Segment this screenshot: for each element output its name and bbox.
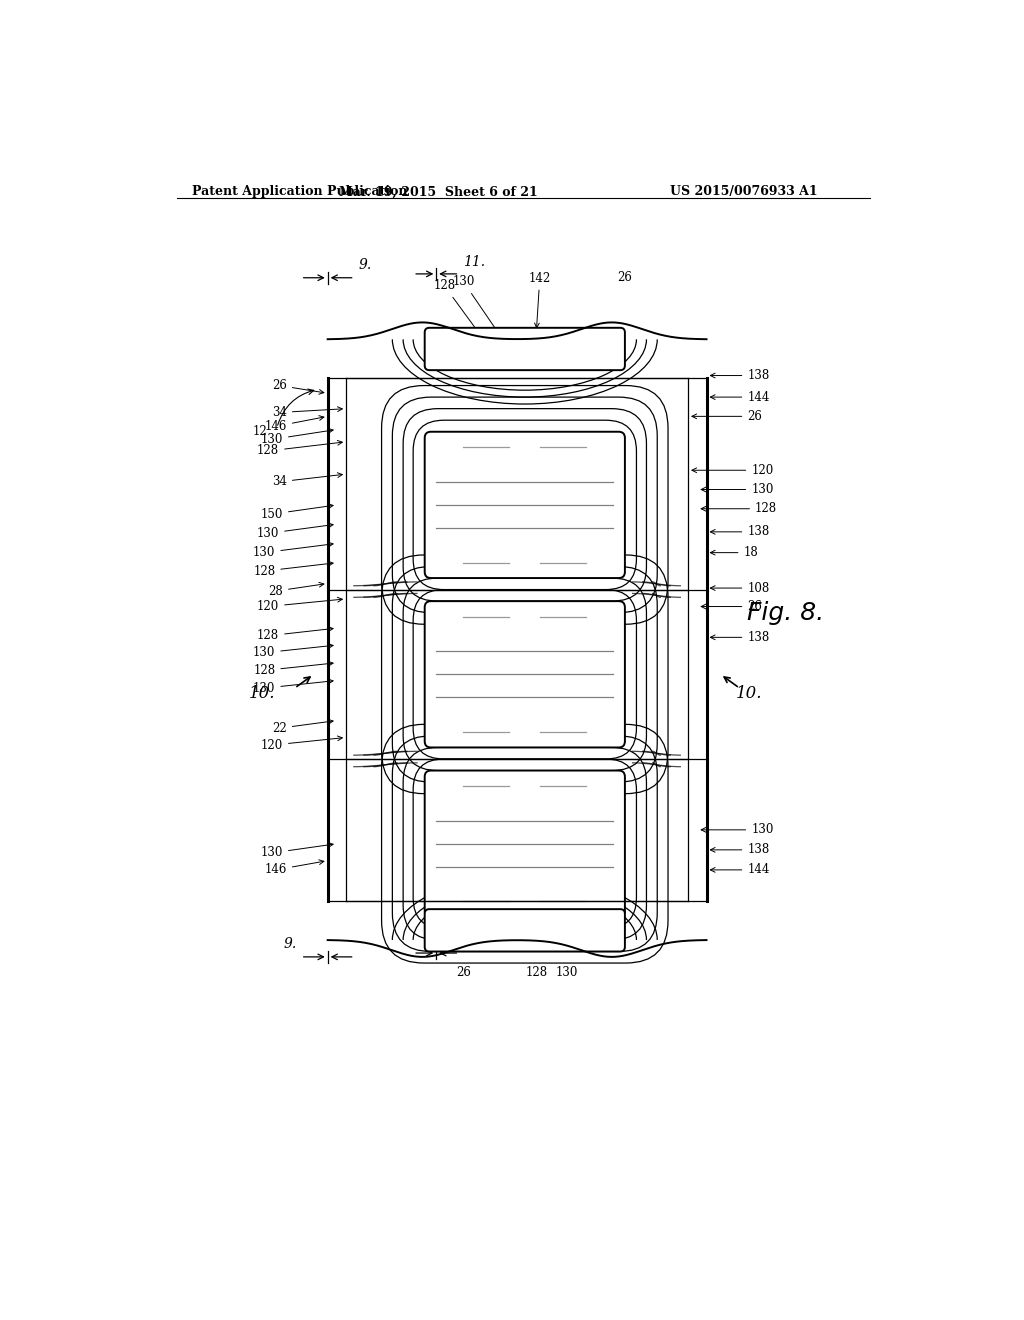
Text: 26: 26 [617, 271, 632, 284]
Text: 144: 144 [711, 863, 770, 876]
Text: Patent Application Publication: Patent Application Publication [193, 185, 408, 198]
Text: 138: 138 [711, 631, 770, 644]
Text: 152: 152 [510, 647, 532, 677]
FancyBboxPatch shape [425, 327, 625, 370]
Text: 130: 130 [257, 523, 333, 540]
Text: 156: 156 [449, 626, 471, 659]
Text: 130: 130 [253, 644, 333, 659]
Text: 128: 128 [257, 441, 342, 458]
Text: 128: 128 [253, 561, 333, 578]
Text: 128: 128 [433, 280, 480, 335]
Text: 34: 34 [271, 473, 342, 488]
Text: 154: 154 [490, 469, 513, 498]
Text: 128: 128 [253, 661, 333, 677]
Text: 150: 150 [261, 504, 333, 520]
Text: 12: 12 [253, 425, 267, 438]
Text: 146: 146 [264, 416, 324, 433]
Text: 138: 138 [711, 370, 770, 381]
Text: 130: 130 [467, 638, 489, 667]
FancyBboxPatch shape [425, 909, 625, 952]
FancyBboxPatch shape [425, 601, 625, 747]
Text: 130: 130 [556, 966, 579, 979]
Text: 9.: 9. [358, 257, 372, 272]
Text: 138: 138 [711, 843, 770, 857]
Text: 130: 130 [261, 429, 333, 446]
Text: 26: 26 [456, 966, 471, 979]
Text: 11.: 11. [463, 935, 485, 949]
Text: 128: 128 [701, 502, 777, 515]
Text: 130: 130 [453, 276, 500, 334]
Text: 10.: 10. [249, 685, 274, 702]
Text: 26: 26 [701, 601, 762, 612]
Text: 11.: 11. [463, 255, 485, 268]
Text: 130: 130 [253, 678, 333, 694]
Text: 128: 128 [510, 807, 532, 836]
Text: 10.: 10. [736, 685, 762, 702]
Text: US 2015/0076933 A1: US 2015/0076933 A1 [670, 185, 817, 198]
Text: 146: 146 [264, 859, 324, 876]
Text: Fig. 8.: Fig. 8. [746, 601, 823, 624]
Text: 18: 18 [711, 546, 758, 560]
Text: 22: 22 [272, 719, 333, 735]
Text: Mar. 19, 2015  Sheet 6 of 21: Mar. 19, 2015 Sheet 6 of 21 [339, 185, 538, 198]
Text: 142: 142 [486, 643, 509, 671]
Text: 120: 120 [261, 737, 342, 751]
Text: 128: 128 [525, 966, 548, 979]
Text: 120: 120 [692, 463, 773, 477]
Text: 130: 130 [253, 543, 333, 560]
Text: 26: 26 [692, 409, 762, 422]
Text: 152: 152 [471, 461, 494, 490]
Text: 156: 156 [452, 453, 474, 486]
Text: 34: 34 [271, 407, 342, 418]
Text: 108: 108 [711, 582, 770, 594]
Text: 130: 130 [701, 824, 773, 837]
Text: 150: 150 [532, 471, 555, 502]
FancyBboxPatch shape [425, 432, 625, 578]
FancyBboxPatch shape [425, 771, 625, 917]
Text: 120: 120 [257, 598, 342, 612]
Text: 28: 28 [268, 582, 324, 598]
Text: 130: 130 [701, 483, 773, 496]
Text: 142: 142 [545, 812, 566, 840]
Text: 138: 138 [711, 525, 770, 539]
Text: 144: 144 [711, 391, 770, 404]
Text: 9.: 9. [284, 937, 297, 950]
Text: 142: 142 [528, 272, 551, 327]
Text: 154: 154 [537, 653, 559, 682]
Text: 26: 26 [272, 379, 324, 395]
Text: 150: 150 [464, 801, 486, 832]
Text: 130: 130 [261, 842, 333, 859]
Text: 128: 128 [257, 627, 333, 643]
